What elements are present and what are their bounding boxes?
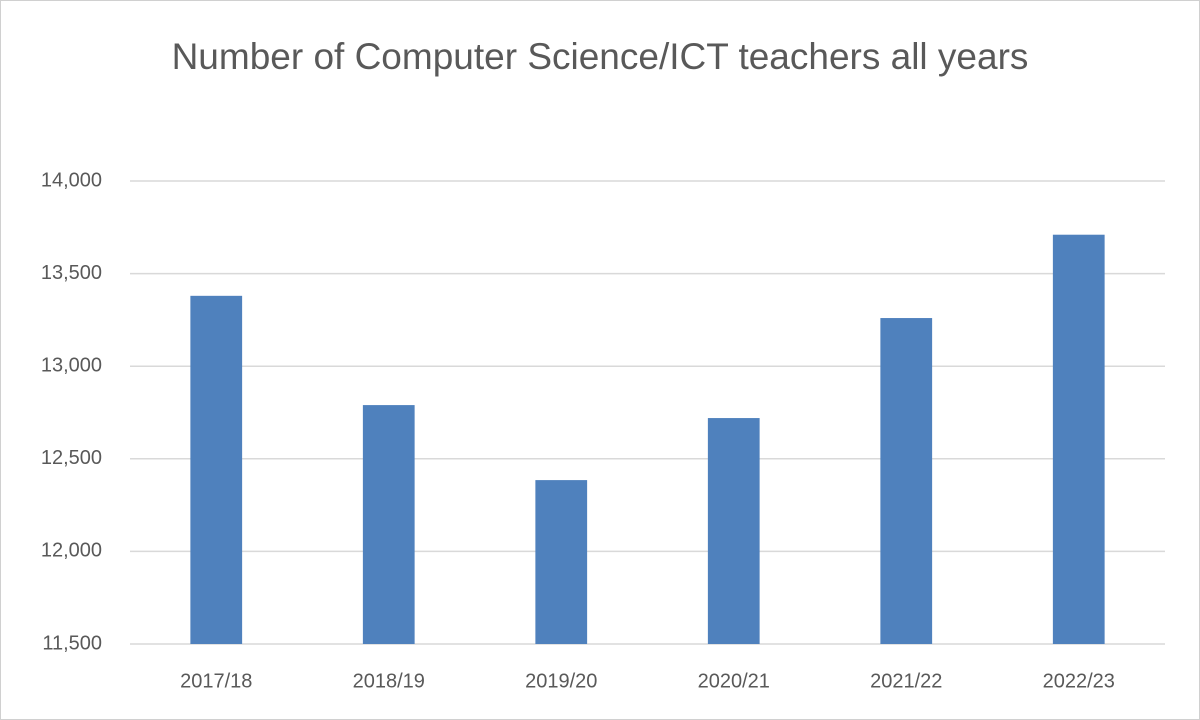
bar (1052, 234, 1105, 644)
chart-title: Number of Computer Science/ICT teachers … (171, 36, 1029, 77)
x-tick-label: 2019/20 (525, 670, 597, 692)
y-tick-label: 11,500 (42, 632, 102, 654)
bar (190, 295, 243, 644)
y-tick-label: 14,000 (41, 169, 102, 191)
y-tick-label: 13,000 (41, 354, 102, 376)
x-tick-label: 2022/23 (1043, 670, 1115, 692)
bar (362, 405, 415, 644)
x-tick-label: 2018/19 (353, 670, 425, 692)
y-tick-label: 12,000 (41, 540, 102, 562)
bar (535, 480, 588, 644)
x-tick-label: 2020/21 (698, 670, 770, 692)
x-tick-label: 2017/18 (180, 670, 252, 692)
y-tick-label: 13,500 (41, 262, 102, 284)
x-tick-label: 2021/22 (870, 670, 942, 692)
y-tick-label: 12,500 (41, 447, 102, 469)
bar (707, 418, 760, 644)
bar (880, 318, 933, 644)
